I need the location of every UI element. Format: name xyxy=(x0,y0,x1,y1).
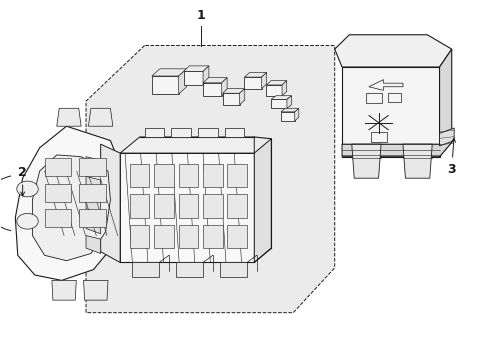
Bar xyxy=(79,184,105,202)
Polygon shape xyxy=(266,81,286,85)
Polygon shape xyxy=(239,89,244,105)
Polygon shape xyxy=(203,83,221,96)
Polygon shape xyxy=(281,112,294,121)
Polygon shape xyxy=(222,89,244,93)
Polygon shape xyxy=(222,93,239,105)
Polygon shape xyxy=(341,67,439,157)
Bar xyxy=(227,194,246,218)
Polygon shape xyxy=(86,196,101,214)
Bar xyxy=(366,93,381,103)
Polygon shape xyxy=(271,99,286,108)
Bar xyxy=(44,184,71,202)
Polygon shape xyxy=(88,108,113,126)
Bar xyxy=(370,132,386,142)
Polygon shape xyxy=(86,45,334,313)
Polygon shape xyxy=(101,144,120,262)
Bar xyxy=(198,128,217,137)
Polygon shape xyxy=(282,81,286,96)
Bar xyxy=(154,164,173,187)
Polygon shape xyxy=(86,235,101,253)
Polygon shape xyxy=(271,96,291,99)
Polygon shape xyxy=(286,96,291,108)
Bar xyxy=(227,225,246,248)
Polygon shape xyxy=(178,69,186,94)
Bar xyxy=(224,128,244,137)
Polygon shape xyxy=(176,262,203,277)
Bar xyxy=(203,225,222,248)
Bar xyxy=(130,164,149,187)
Bar xyxy=(44,158,71,176)
Bar xyxy=(387,93,400,102)
Circle shape xyxy=(17,181,38,197)
Polygon shape xyxy=(86,176,101,194)
Polygon shape xyxy=(266,85,282,96)
Bar xyxy=(130,194,149,218)
Polygon shape xyxy=(52,280,76,300)
Bar xyxy=(154,225,173,248)
Polygon shape xyxy=(32,155,110,261)
Polygon shape xyxy=(57,108,81,126)
Bar xyxy=(154,194,173,218)
Bar xyxy=(79,209,105,226)
Bar xyxy=(79,158,105,176)
Text: 2: 2 xyxy=(18,166,27,196)
Polygon shape xyxy=(351,144,380,178)
Polygon shape xyxy=(120,153,254,262)
Bar xyxy=(178,194,198,218)
Polygon shape xyxy=(203,78,227,83)
Polygon shape xyxy=(221,78,227,96)
Bar xyxy=(227,164,246,187)
Polygon shape xyxy=(439,49,451,157)
Bar xyxy=(203,194,222,218)
Polygon shape xyxy=(244,77,261,89)
Bar xyxy=(44,209,71,226)
Polygon shape xyxy=(294,108,298,121)
Bar xyxy=(203,164,222,187)
Bar xyxy=(144,128,163,137)
Polygon shape xyxy=(402,144,431,178)
Polygon shape xyxy=(341,134,451,157)
Circle shape xyxy=(17,213,38,229)
Polygon shape xyxy=(183,71,203,85)
Bar xyxy=(178,164,198,187)
Polygon shape xyxy=(86,157,101,175)
Polygon shape xyxy=(132,262,159,277)
Polygon shape xyxy=(254,139,271,262)
Polygon shape xyxy=(86,216,101,234)
Polygon shape xyxy=(15,126,122,280)
Polygon shape xyxy=(183,66,208,71)
Text: 1: 1 xyxy=(196,9,204,22)
Polygon shape xyxy=(261,72,266,89)
Polygon shape xyxy=(334,35,451,67)
Polygon shape xyxy=(83,280,108,300)
Polygon shape xyxy=(439,128,453,146)
Polygon shape xyxy=(203,66,208,85)
Polygon shape xyxy=(120,137,254,153)
Bar xyxy=(178,225,198,248)
Polygon shape xyxy=(152,76,178,94)
Polygon shape xyxy=(281,108,298,112)
Bar xyxy=(171,128,190,137)
Bar xyxy=(130,225,149,248)
Text: 3: 3 xyxy=(447,138,455,176)
Polygon shape xyxy=(152,69,186,76)
Polygon shape xyxy=(220,262,246,277)
Polygon shape xyxy=(244,72,266,77)
